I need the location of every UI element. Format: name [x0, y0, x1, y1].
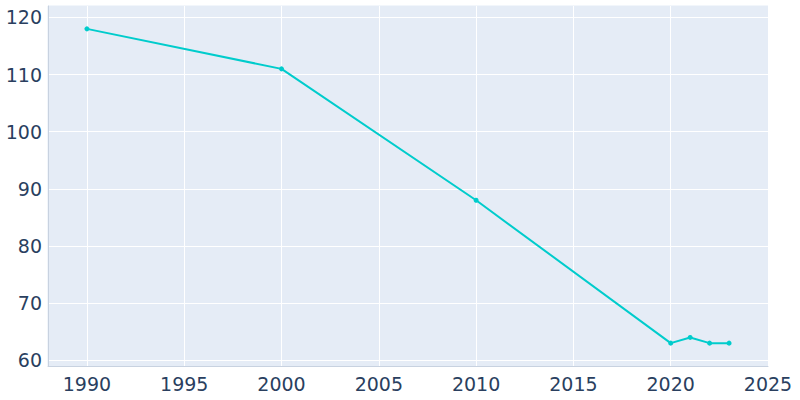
svg-text:1990: 1990: [63, 373, 111, 395]
svg-text:2025: 2025: [744, 373, 792, 395]
svg-text:1995: 1995: [160, 373, 208, 395]
svg-text:110: 110: [6, 64, 42, 86]
svg-text:2015: 2015: [549, 373, 597, 395]
svg-text:60: 60: [18, 349, 42, 371]
svg-text:2005: 2005: [355, 373, 403, 395]
svg-text:2000: 2000: [257, 373, 305, 395]
svg-text:2010: 2010: [452, 373, 500, 395]
svg-text:100: 100: [6, 121, 42, 143]
svg-text:80: 80: [18, 235, 42, 257]
svg-text:2020: 2020: [647, 373, 695, 395]
svg-text:70: 70: [18, 292, 42, 314]
svg-text:90: 90: [18, 178, 42, 200]
svg-text:120: 120: [6, 6, 42, 28]
